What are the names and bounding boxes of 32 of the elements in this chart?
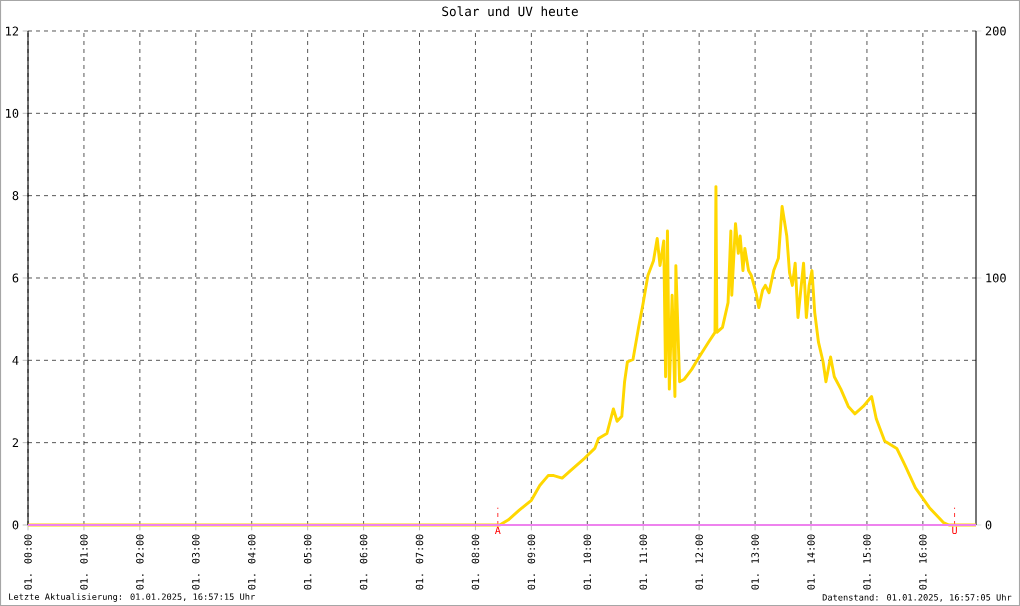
chart-title: Solar und UV heute bbox=[442, 6, 578, 17]
y-tick-label: 8 bbox=[12, 191, 19, 201]
y2-tick-label: 0 bbox=[985, 520, 992, 530]
x-tick-label: 01. 15:00 bbox=[863, 534, 871, 590]
x-tick-label: 01. 05:00 bbox=[303, 534, 312, 590]
y-tick-label: 2 bbox=[12, 438, 19, 448]
y2-tick-label: 100 bbox=[986, 273, 1006, 283]
y2-tick-label: 200 bbox=[985, 26, 1006, 36]
x-tick-label: 01. 04:00 bbox=[247, 534, 256, 590]
x-tick-label: 01. 11:00 bbox=[639, 534, 648, 590]
y-tick-label: 0 bbox=[12, 520, 19, 530]
y-tick-label: 6 bbox=[12, 273, 19, 283]
x-tick-label: 01. 06:00 bbox=[359, 534, 368, 590]
x-tick-label: 01. 02:00 bbox=[136, 534, 144, 590]
y-tick-label: 4 bbox=[12, 355, 19, 365]
x-tick-label: 01. 01:00 bbox=[80, 534, 88, 590]
x-tick-label: 01. 12:00 bbox=[695, 534, 703, 590]
x-tick-label: 01. 13:00 bbox=[751, 534, 759, 590]
y-tick-label: 10 bbox=[6, 108, 19, 118]
text: Datenstand: 01.01.2025, 16:57:05 Uhr bbox=[822, 593, 1012, 602]
x-tick-label: 01. 08:00 bbox=[471, 534, 480, 590]
x-tick-label: 01. 07:00 bbox=[415, 534, 424, 590]
x-tick-label: 01. 00:00 bbox=[24, 534, 32, 590]
ref-line-label: A bbox=[494, 526, 501, 534]
text: Letzte Aktualisierung: 01.01.2025, 16:57:15 Uhr bbox=[9, 593, 255, 602]
ref-line-label: U bbox=[952, 526, 957, 535]
y-tick-label: 12 bbox=[6, 26, 19, 36]
x-tick-label: 01. 16:00 bbox=[919, 534, 927, 590]
x-tick-label: 01. 14:00 bbox=[807, 534, 815, 590]
x-tick-label: 01. 09:00 bbox=[527, 534, 536, 590]
x-tick-label: 01. 03:00 bbox=[192, 534, 200, 590]
x-tick-label: 01. 10:00 bbox=[583, 534, 592, 590]
